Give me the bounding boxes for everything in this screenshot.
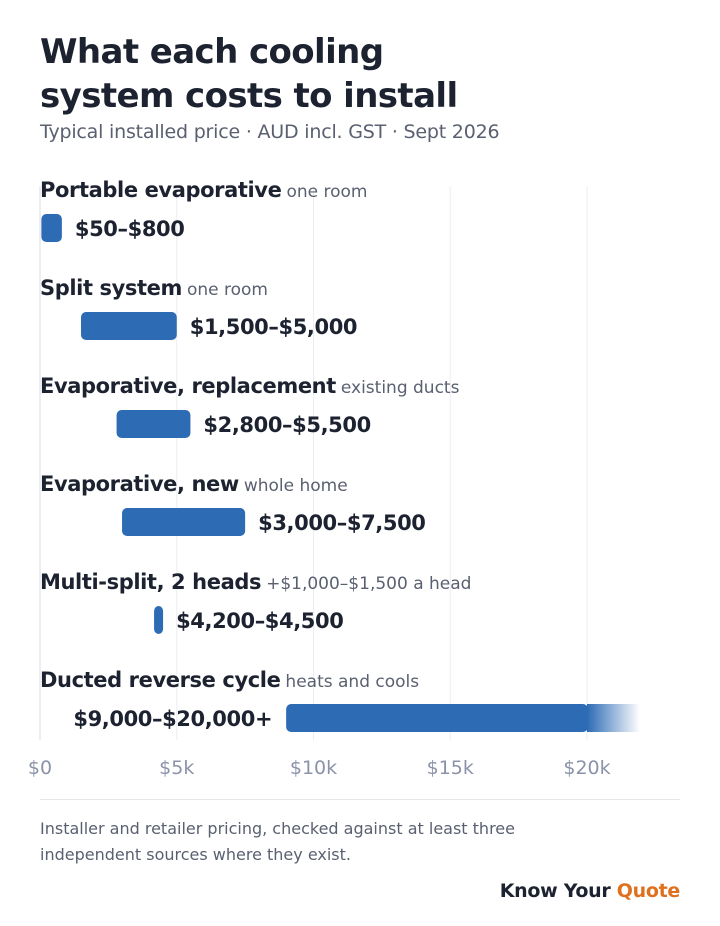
category-name: Ducted reverse cycle — [40, 668, 281, 692]
category-name: Split system — [40, 276, 182, 300]
chart-subtitle: Typical installed price · AUD incl. GST … — [40, 121, 500, 143]
x-tick-label: $15k — [427, 757, 474, 779]
bar-open-end — [587, 704, 640, 732]
chart-title-line-1: What each cooling — [40, 32, 384, 72]
x-tick-label: $20k — [563, 757, 610, 779]
category-label: Portable evaporative one room — [40, 178, 367, 202]
value-label: $1,500–$5,000 — [190, 315, 357, 339]
value-label: $2,800–$5,500 — [203, 413, 370, 437]
gridlines — [39, 186, 588, 740]
bar-row: Ducted reverse cycle heats and cools $9,00… — [40, 668, 640, 732]
bar — [81, 312, 177, 340]
brand-logo: Know Your Quote — [499, 880, 681, 902]
x-tick-label: $0 — [28, 757, 52, 779]
bar — [154, 606, 164, 634]
category-name: Evaporative, replacement — [40, 374, 336, 398]
category-note: one room — [286, 182, 367, 202]
category-note: whole home — [244, 476, 348, 496]
bar-row: Evaporative, new whole home $3,000–$7,500 — [40, 472, 426, 536]
x-tick-label: $5k — [159, 757, 194, 779]
bar — [41, 214, 62, 242]
bar — [122, 508, 246, 536]
value-label: $3,000–$7,500 — [258, 511, 425, 535]
bar — [116, 410, 191, 438]
category-note: heats and cools — [285, 672, 419, 692]
value-label: $9,000–$20,000+ — [73, 707, 272, 731]
category-note: one room — [187, 280, 268, 300]
bar-row: Split system one room $1,500–$5,000 — [40, 276, 358, 340]
bar — [286, 704, 588, 732]
bar-row: Evaporative, replacement existing ducts $2… — [40, 374, 460, 438]
category-name: Evaporative, new — [40, 472, 239, 496]
category-label: Evaporative, new whole home — [40, 472, 348, 496]
footer-divider — [40, 799, 680, 800]
x-tick-label: $10k — [290, 757, 337, 779]
chart-title: What each cooling system costs to instal… — [40, 30, 680, 118]
category-name: Multi-split, 2 heads — [40, 570, 261, 594]
bar-row: Portable evaporative one room $50–$800 — [40, 178, 367, 242]
value-label: $4,200–$4,500 — [176, 609, 343, 633]
bar-row: Multi-split, 2 heads +$1,000–$1,500 a hea… — [40, 570, 471, 634]
value-label: $50–$800 — [75, 217, 185, 241]
category-label: Evaporative, replacement existing ducts — [40, 374, 460, 398]
category-label: Multi-split, 2 heads +$1,000–$1,500 a hea… — [40, 570, 471, 594]
range-bar-chart: Portable evaporative one room$50–$800Spli… — [28, 178, 640, 779]
chart-title-line-2: system costs to install — [40, 76, 458, 116]
brand-name: Know Your — [499, 880, 617, 902]
category-label: Ducted reverse cycle heats and cools — [40, 668, 419, 692]
bars: Portable evaporative one room$50–$800Spli… — [40, 178, 640, 732]
x-axis: $0 $5k $10k $15k $20k — [28, 757, 611, 779]
footnote: Installer and retailer pricing, checked … — [40, 819, 515, 864]
category-name: Portable evaporative — [40, 178, 282, 202]
category-label: Split system one room — [40, 276, 268, 300]
brand-accent: Quote — [616, 880, 681, 902]
category-note: +$1,000–$1,500 a head — [266, 574, 471, 594]
category-note: existing ducts — [341, 378, 460, 398]
